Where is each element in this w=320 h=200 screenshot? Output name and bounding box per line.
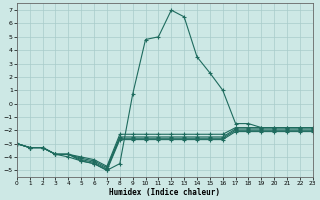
X-axis label: Humidex (Indice chaleur): Humidex (Indice chaleur) [109,188,220,197]
